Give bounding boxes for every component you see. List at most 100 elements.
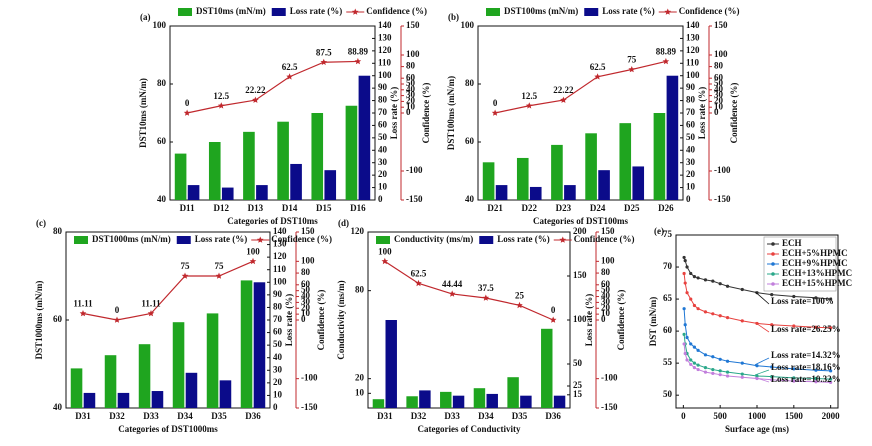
series-marker xyxy=(703,310,708,314)
y2-tick-label: 50 xyxy=(378,132,388,142)
y-axis-title: DST10ms (mN/m) xyxy=(138,78,148,148)
y3-tick-label: 60 xyxy=(301,279,311,289)
series-marker xyxy=(711,312,715,316)
y3-axis-title: Confidence (%) xyxy=(729,83,739,144)
confidence-marker xyxy=(662,57,670,65)
y3-tick-label: 150 xyxy=(601,226,615,236)
y2-tick-label: 40 xyxy=(686,144,696,154)
bar xyxy=(172,322,185,408)
y2-tick-label: 110 xyxy=(378,57,392,67)
value-label: 75 xyxy=(181,261,191,271)
legend-swatch xyxy=(178,8,192,16)
series-marker xyxy=(740,375,744,379)
y3-tick-label: 0 xyxy=(301,314,306,324)
bar xyxy=(529,186,542,200)
value-label: 0 xyxy=(493,98,498,108)
confidence-marker xyxy=(516,301,523,309)
y2-tick-label: 120 xyxy=(273,251,287,261)
series-marker xyxy=(682,271,686,276)
series-marker xyxy=(792,367,796,371)
y3-axis-title: Confidence (%) xyxy=(616,290,626,351)
legend-label: Loss rate (%) xyxy=(290,6,343,16)
y2-tick-label: 60 xyxy=(273,327,283,337)
plot-frame xyxy=(477,25,684,201)
y3-tick-label: 50 xyxy=(301,285,311,295)
series-marker xyxy=(792,379,796,383)
bar xyxy=(358,75,371,200)
legend-label: ECH+5%HPMC xyxy=(782,248,848,258)
series-marker xyxy=(689,271,693,276)
confidence-marker xyxy=(560,96,567,103)
value-label: 12.5 xyxy=(213,91,229,101)
x-axis-title: Categories of DST10ms xyxy=(227,216,318,226)
series-line xyxy=(683,257,831,300)
value-label: 75 xyxy=(215,261,225,271)
y2-tick-label: 50 xyxy=(686,132,696,142)
bar xyxy=(507,377,519,408)
y-tick-label: 20 xyxy=(355,373,365,383)
series-marker xyxy=(740,361,744,365)
legend-label: DST1000ms (mN/m) xyxy=(92,234,171,244)
series-marker xyxy=(792,324,796,328)
y2-tick-label: 90 xyxy=(273,289,283,299)
series-marker xyxy=(692,275,697,279)
value-label: 0 xyxy=(115,305,120,315)
x-tick-label: D32 xyxy=(411,411,427,421)
bar xyxy=(619,123,632,200)
y2-tick-label: 30 xyxy=(378,157,388,167)
y2-tick-label: 10 xyxy=(378,182,388,192)
series-marker xyxy=(770,292,774,297)
y-axis-title: DST (mN/m) xyxy=(648,297,658,347)
plot-frame xyxy=(367,231,571,409)
y3-tick-label: 150 xyxy=(301,226,315,236)
series-marker xyxy=(685,335,689,340)
panel-label: (a) xyxy=(140,12,151,22)
y-tick-label: 80 xyxy=(157,78,167,88)
series-marker xyxy=(689,362,693,367)
value-label: 62.5 xyxy=(282,62,298,72)
y3-tick-label: 10 xyxy=(714,101,724,111)
y3-tick-label: 20 xyxy=(714,95,724,105)
series-marker xyxy=(770,323,774,327)
series-marker xyxy=(711,367,715,372)
legend-label: ECH+9%HPMC xyxy=(782,258,848,268)
y3-tick-label: -150 xyxy=(406,194,423,204)
x-axis-title: Surface age (ms) xyxy=(725,424,789,434)
legend-label: ECH xyxy=(782,238,802,248)
confidence-line xyxy=(494,60,667,114)
series-marker xyxy=(703,370,708,374)
series-marker xyxy=(829,377,833,381)
bar xyxy=(311,113,324,200)
bar xyxy=(277,121,289,200)
value-label: 25 xyxy=(515,290,525,300)
series-marker xyxy=(725,370,730,374)
legend-label: Confidence (%) xyxy=(679,6,740,16)
y-tick-label: 120 xyxy=(351,226,365,236)
bar xyxy=(495,185,508,200)
confidence-marker xyxy=(113,316,121,323)
x-tick-label: D14 xyxy=(282,203,298,213)
series-marker xyxy=(692,345,697,349)
x-tick-label: 0 xyxy=(681,411,686,421)
x-tick-label: D11 xyxy=(180,203,196,213)
bar xyxy=(385,320,397,408)
confidence-marker xyxy=(183,109,191,116)
y2-tick-label: 20 xyxy=(378,169,388,179)
y3-tick-label: 100 xyxy=(601,255,615,265)
value-label: 88.89 xyxy=(656,47,677,57)
y2-axis-title: Loss rate (%) xyxy=(697,87,707,140)
legend-label: Confidence (%) xyxy=(366,6,427,16)
series-marker xyxy=(685,358,689,362)
confidence-marker xyxy=(628,66,636,73)
x-tick-label: D25 xyxy=(624,203,640,213)
legend-marker xyxy=(771,252,775,256)
bar xyxy=(290,163,302,200)
series-marker xyxy=(718,282,722,286)
y2-axis-title: Loss rate (%) xyxy=(284,294,294,347)
y2-tick-label: 30 xyxy=(686,157,696,167)
bar xyxy=(473,388,486,408)
panel-label: (c) xyxy=(36,218,46,228)
y3-axis-title: Confidence (%) xyxy=(316,290,326,351)
series-marker xyxy=(829,297,833,301)
y3-tick-label: 80 xyxy=(601,267,611,277)
